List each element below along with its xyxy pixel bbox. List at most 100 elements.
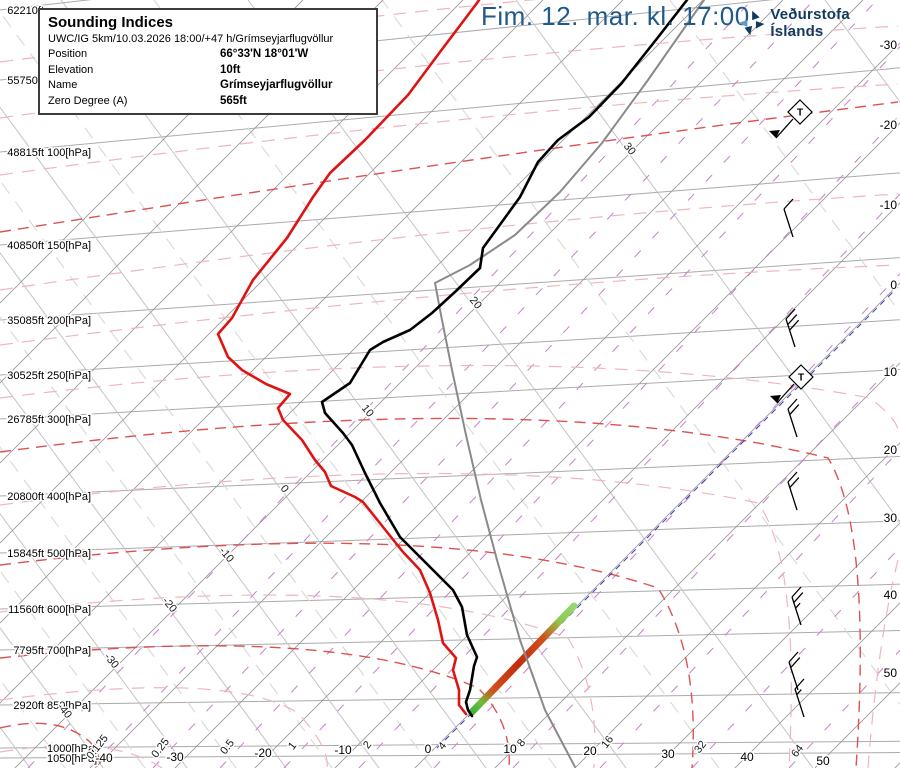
isotherm-line (254, 122, 900, 768)
pressure-hpa-label: 850[hPa] (47, 700, 91, 712)
temp-label-bottom: 20 (583, 744, 597, 758)
moist-adiabat-red (0, 722, 101, 768)
wind-barb (787, 398, 800, 438)
altitude-ft-label: 15845ft (7, 548, 44, 560)
moist-adiabat-red (0, 542, 694, 768)
barb-feather (788, 651, 799, 663)
dry-adiabat-label: -30 (102, 651, 121, 671)
temp-label-bottom: -30 (166, 750, 184, 764)
isobar-line (0, 67, 900, 153)
isotherm-line (334, 202, 900, 768)
pinwheel-logo-icon (737, 10, 765, 36)
altitude-ft-label: 48815ft (7, 147, 44, 159)
wind-barb (783, 198, 794, 238)
barb-feather (789, 404, 800, 416)
temp-label-bottom: 0 (425, 742, 432, 756)
barb-staff (776, 383, 795, 404)
temp-label-right: 20 (884, 443, 898, 457)
pressure-hpa-label: 300[hPa] (47, 414, 91, 426)
logo-text: Veðurstofa Íslands (770, 6, 850, 40)
isotherm-line (0, 0, 384, 384)
altitude-ft-label: 35085ft (7, 315, 44, 327)
parcel-gradient-segment (468, 602, 578, 716)
chart-title: Fim. 12. mar. kl. 17:00 (481, 1, 750, 31)
infobox-label: Zero Degree (A) (48, 94, 128, 107)
pressure-hpa-label: 400[hPa] (47, 491, 91, 503)
barb-pennant (769, 130, 780, 138)
barb-staff (783, 208, 794, 238)
moist-adiabat-pink (0, 472, 792, 768)
wind-barb: T (769, 99, 813, 139)
pressure-hpa-label: 150[hPa] (47, 240, 91, 252)
pressure-hpa-label: 1050[hPa] (47, 753, 97, 765)
mixing-ratio-label: 16 (599, 734, 616, 751)
barb-staff (787, 408, 798, 438)
dry-adiabat-label: 20 (467, 295, 484, 312)
barb-pennant (770, 395, 781, 403)
mixing-ratio-line (219, 45, 900, 768)
barb-feather (796, 689, 802, 696)
infobox-value: 565ft (220, 94, 247, 107)
wind-barb: T (770, 364, 814, 404)
isobar-line (0, 692, 900, 706)
infobox-row: Elevation 10ft (48, 63, 368, 79)
pressure-hpa-label: 700[hPa] (47, 645, 91, 657)
gray-dashed-adiabat-line (381, 0, 900, 706)
moist-adiabat-pink (0, 687, 328, 768)
temp-label-bottom: 50 (816, 754, 830, 768)
barb-feather (793, 592, 804, 604)
dry-adiabat-line (60, 0, 627, 768)
isobar-line (0, 520, 900, 554)
dewpoint-curve (216, 0, 481, 716)
dry-adiabat-line (0, 627, 104, 768)
infobox-label: Elevation (48, 63, 94, 76)
temp-label-right: 50 (884, 666, 898, 680)
isotherm-line (494, 362, 900, 768)
temp-label-right: 40 (884, 588, 898, 602)
barb-feather (787, 314, 798, 326)
moist-adiabat-pink (0, 193, 899, 291)
barb-staff (794, 688, 805, 718)
altitude-ft-label: 20800ft (7, 491, 44, 503)
altitude-ft-label: 55750ft (7, 75, 44, 87)
surface-mixing-line (436, 286, 899, 749)
mixing-ratio-label: 4 (436, 740, 449, 752)
barb-feather (785, 308, 796, 320)
temp-label-right: -10 (880, 198, 898, 212)
mixing-ratio-line (283, 113, 900, 768)
barb-feather (789, 319, 800, 331)
barb-staff (787, 481, 798, 511)
temp-label-bottom: -20 (254, 746, 272, 760)
dry-adiabat-line (0, 251, 380, 768)
infobox-label: Name (48, 79, 78, 91)
mixing-ratio-label: 0.5 (218, 737, 237, 756)
moist-adiabat-red (0, 417, 861, 768)
temp-label-bottom: -10 (334, 743, 352, 757)
barb-staff (785, 318, 796, 348)
temp-label-right: -30 (880, 38, 898, 52)
isobar-line (0, 319, 900, 376)
dry-adiabat-label: 10 (359, 403, 376, 420)
infobox-label: Position (48, 48, 88, 60)
pressure-hpa-label: 1000[hPa] (47, 743, 97, 755)
barb-feather (787, 398, 798, 410)
barb-feather (791, 586, 802, 598)
barb-staff (791, 596, 802, 626)
wind-barb (791, 586, 804, 626)
isotherm-line (654, 522, 900, 768)
moist-adiabat-pink (0, 594, 596, 768)
temperature-curve (320, 0, 689, 718)
mixing-ratio-label: 64 (789, 743, 806, 760)
isobar-line (0, 257, 900, 321)
isotherm-line (14, 0, 784, 768)
isotherm-line (0, 0, 544, 544)
infobox-row: Name Grímseyjarflugvöllur (48, 78, 368, 94)
temp-label-right: 30 (884, 511, 898, 525)
isotherm-line (0, 0, 304, 304)
altitude-ft-label: 2920ft (13, 700, 44, 712)
dry-adiabat-line (0, 106, 487, 768)
moist-adiabat-red (0, 101, 899, 233)
